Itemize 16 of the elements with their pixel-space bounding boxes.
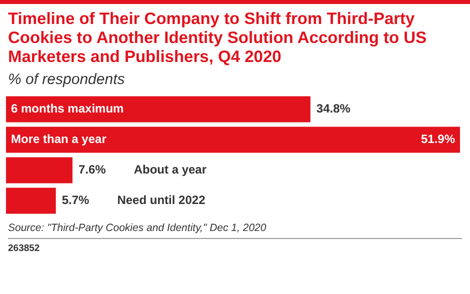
y-tick-label: More than a year (11, 132, 107, 146)
text: 263852 (8, 243, 41, 254)
bar (6, 157, 72, 184)
data-label: 5.7% (62, 193, 90, 208)
source-note: Source: "Third-Party Cookies and Identity," Dec 1, 2020 (8, 222, 462, 239)
y-tick-label: About a year (134, 162, 207, 177)
y-tick-label: Need until 2022 (117, 193, 206, 208)
bar (6, 96, 310, 122)
chart-subtitle: % of respondents (8, 71, 126, 88)
data-label: 34.8% (316, 102, 351, 116)
data-label: 51.9% (420, 132, 456, 146)
bar (6, 126, 460, 153)
y-tick-label: 6 months maximum (11, 102, 124, 116)
chart-title: Timeline of Their Company to Shift from Third-Party Cookies to Another Identity Solution According to US Marketers and Publishers, Q4 2020 (8, 10, 428, 67)
data-label: 7.6% (78, 162, 106, 177)
bar (6, 188, 56, 214)
